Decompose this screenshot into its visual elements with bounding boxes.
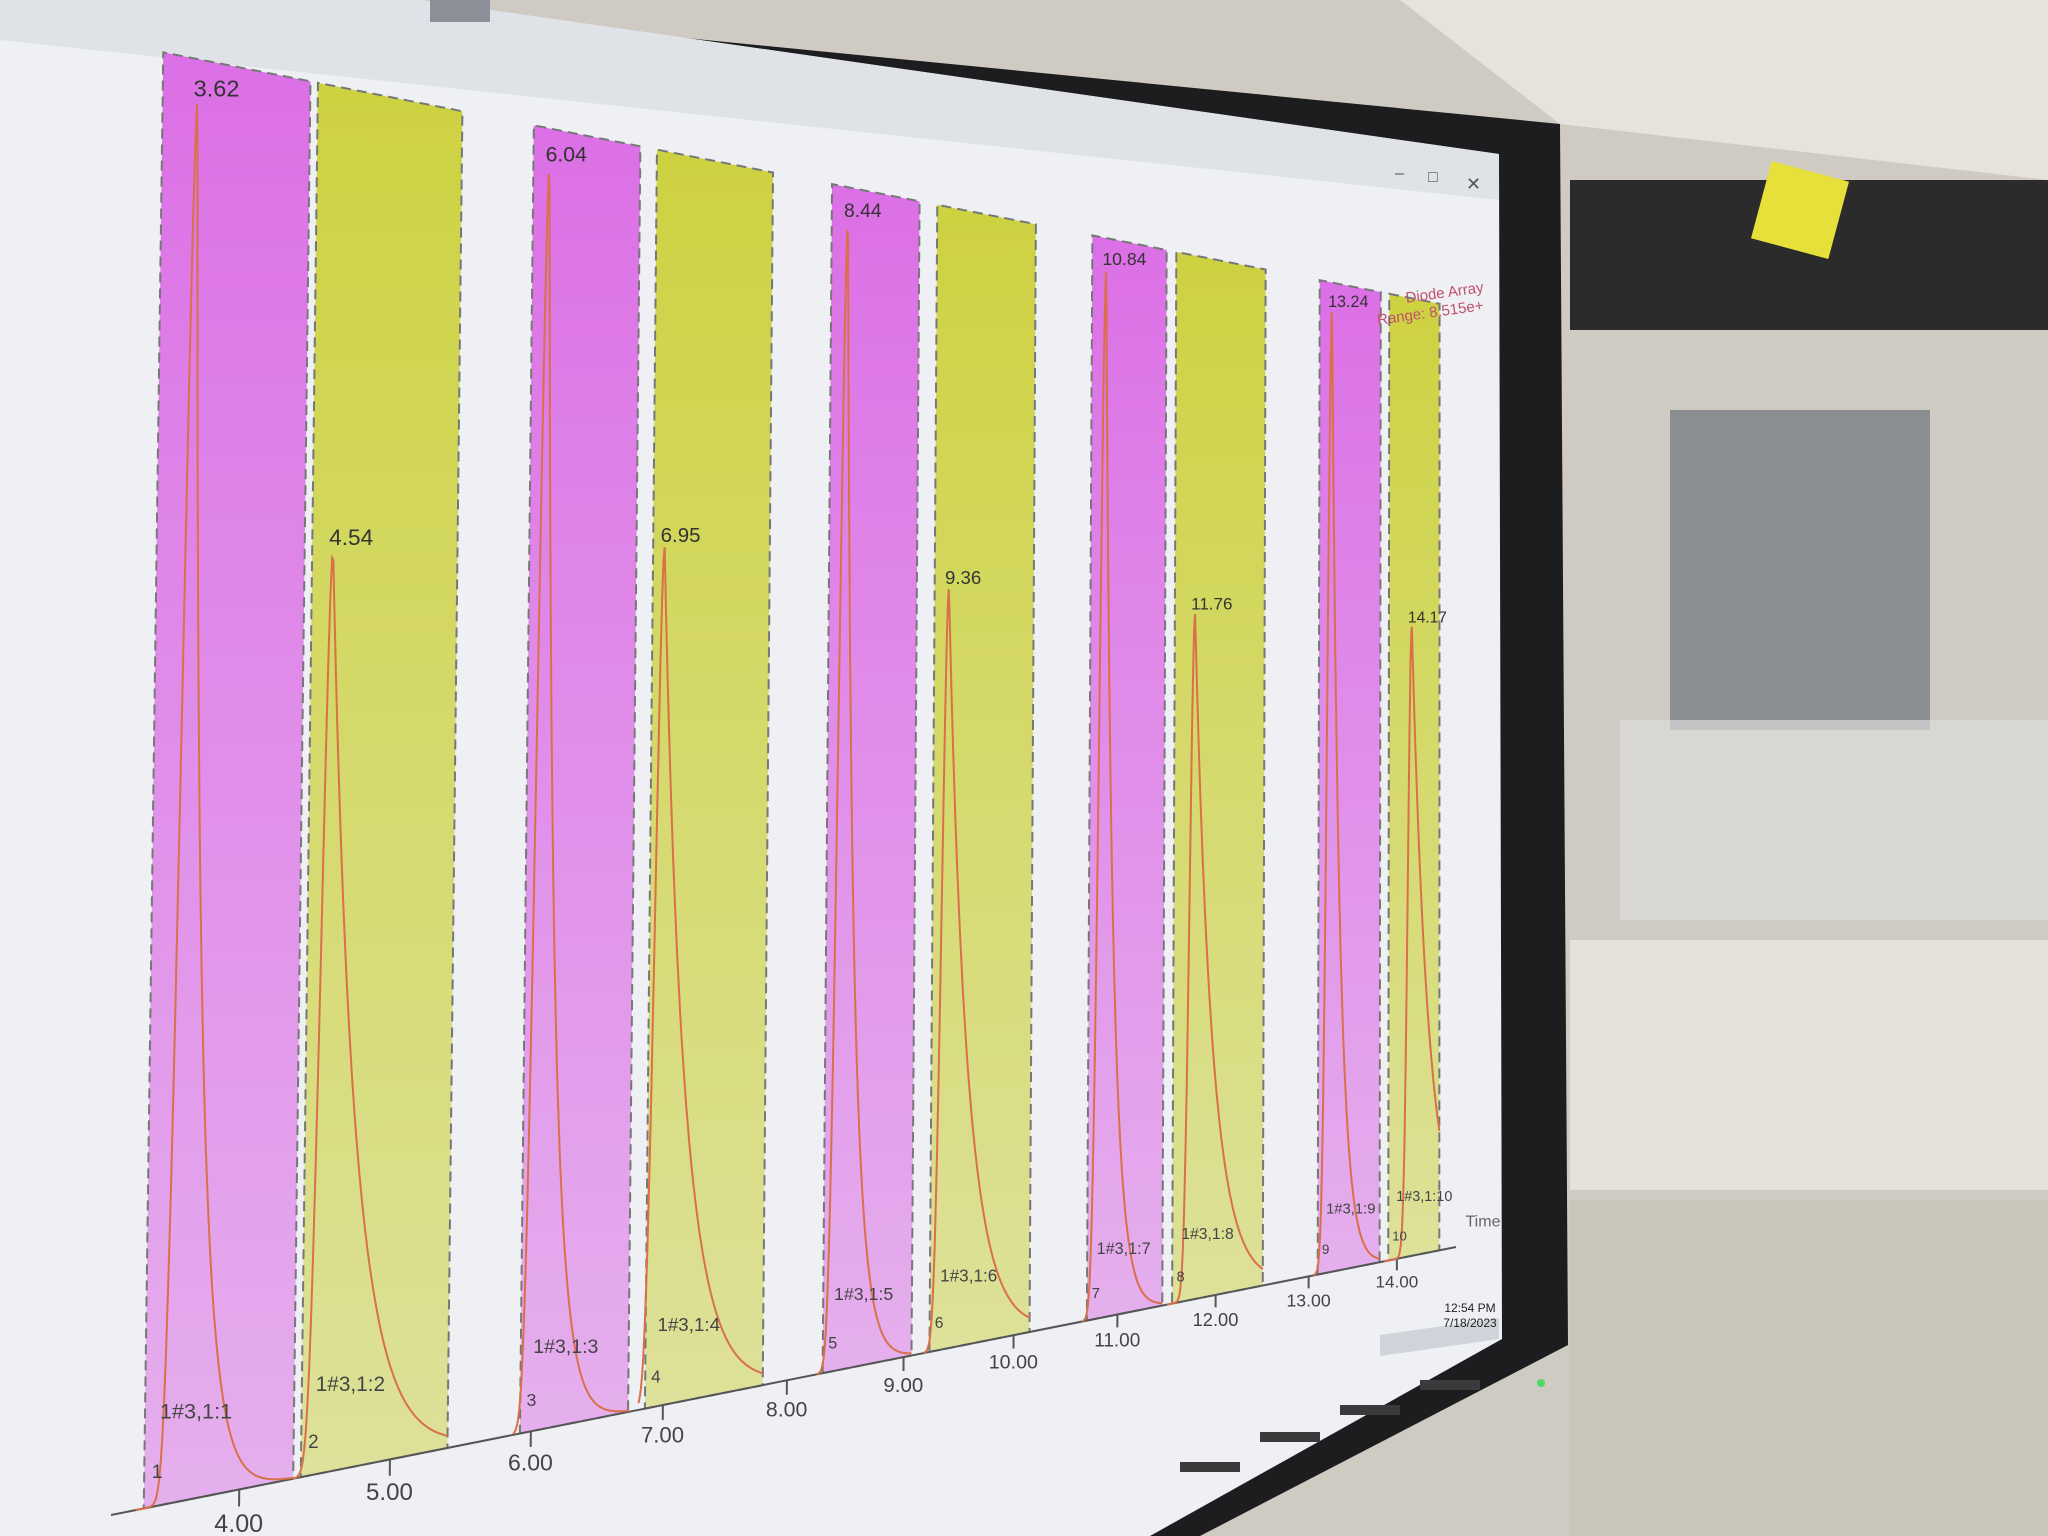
monitor-button[interactable] bbox=[1180, 1462, 1240, 1472]
peak-trace bbox=[1383, 626, 1441, 1263]
peak-label: 11.76 bbox=[1191, 595, 1232, 614]
fraction-name: 1#3,1:8 bbox=[1181, 1226, 1234, 1243]
peak-label: 13.24 bbox=[1328, 293, 1368, 311]
fraction-band bbox=[1387, 292, 1441, 1262]
peak-label: 8.44 bbox=[844, 201, 882, 222]
taskbar bbox=[1380, 1318, 1499, 1356]
fraction-number: 5 bbox=[828, 1334, 837, 1352]
fraction-band bbox=[643, 148, 775, 1410]
minimize-button[interactable]: – bbox=[1395, 165, 1404, 182]
fraction-number: 4 bbox=[651, 1367, 661, 1386]
x-tick-label: 13.00 bbox=[1286, 1290, 1330, 1310]
fraction-number: 2 bbox=[308, 1432, 319, 1453]
peak-label: 3.62 bbox=[194, 75, 240, 101]
fraction-name: 1#3,1:4 bbox=[657, 1314, 720, 1335]
maximize-button[interactable]: □ bbox=[1428, 169, 1438, 186]
peak-trace bbox=[1081, 271, 1163, 1323]
fraction-number: 1 bbox=[152, 1461, 163, 1483]
peak-trace bbox=[292, 553, 448, 1480]
x-tick-label: 8.00 bbox=[766, 1397, 807, 1421]
taskbar-time: 12:54 PM bbox=[1444, 1301, 1495, 1315]
peak-trace bbox=[816, 229, 912, 1376]
x-tick-label: 11.00 bbox=[1094, 1331, 1140, 1352]
peak-label: 9.36 bbox=[945, 567, 981, 588]
window-toolbar bbox=[0, 0, 1499, 200]
peak-label: 14.17 bbox=[1408, 610, 1447, 627]
x-tick-label: 6.00 bbox=[508, 1449, 553, 1475]
x-tick-label: 12.00 bbox=[1193, 1309, 1239, 1330]
instrument-base bbox=[1570, 1200, 2048, 1536]
close-button[interactable]: ✕ bbox=[1466, 174, 1481, 194]
fraction-number: 8 bbox=[1177, 1270, 1185, 1286]
fraction-name: 1#3,1:5 bbox=[834, 1284, 893, 1304]
power-led bbox=[1537, 1379, 1545, 1387]
fraction-number: 10 bbox=[1392, 1228, 1407, 1243]
peak-trace bbox=[1312, 312, 1380, 1277]
x-tick-label: 14.00 bbox=[1376, 1273, 1419, 1292]
peak-label: 6.95 bbox=[661, 524, 701, 547]
peak-trace bbox=[923, 588, 1031, 1354]
x-tick-label: 7.00 bbox=[641, 1423, 684, 1448]
peak-trace bbox=[512, 173, 629, 1435]
x-axis bbox=[110, 1246, 1457, 1516]
fraction-number: 3 bbox=[526, 1390, 536, 1410]
x-tick-label: 9.00 bbox=[883, 1374, 923, 1397]
tube-rack bbox=[1620, 720, 2048, 920]
fraction-name: 1#3,1:6 bbox=[940, 1266, 997, 1285]
shelf bbox=[1400, 0, 2048, 180]
fraction-number: 9 bbox=[1322, 1242, 1330, 1257]
toolbar-icon bbox=[430, 0, 490, 22]
x-tick-label: 5.00 bbox=[366, 1479, 413, 1506]
peak-label: 4.54 bbox=[329, 525, 373, 550]
fraction-name: 1#3,1:10 bbox=[1396, 1189, 1452, 1205]
peak-trace bbox=[1167, 614, 1264, 1306]
peak-trace bbox=[637, 547, 764, 1404]
fraction-name: 1#3,1:2 bbox=[316, 1373, 385, 1396]
warning-label bbox=[1751, 161, 1849, 259]
fraction-name: 1#3,1:3 bbox=[533, 1336, 598, 1358]
instrument-body bbox=[1570, 940, 2048, 1190]
peak-trace bbox=[135, 104, 294, 1512]
fraction-number: 6 bbox=[935, 1315, 944, 1332]
x-tick-label: 4.00 bbox=[214, 1510, 263, 1536]
taskbar-date: 7/18/2023 bbox=[1443, 1316, 1497, 1330]
fraction-number: 7 bbox=[1092, 1286, 1100, 1302]
monitor-button[interactable] bbox=[1260, 1432, 1320, 1442]
monitor-button[interactable] bbox=[1340, 1405, 1400, 1415]
fraction-name: 1#3,1:9 bbox=[1326, 1201, 1375, 1217]
fraction-band bbox=[928, 203, 1037, 1354]
fraction-band bbox=[1171, 250, 1267, 1305]
x-tick-label: 10.00 bbox=[989, 1352, 1038, 1374]
x-axis-label: Time bbox=[1466, 1213, 1501, 1230]
monitor-buttons bbox=[1180, 1379, 1545, 1472]
monitor-button[interactable] bbox=[1420, 1380, 1480, 1390]
fraction-name: 1#3,1:1 bbox=[160, 1398, 232, 1423]
fraction-band bbox=[518, 124, 642, 1435]
instrument-window bbox=[1670, 410, 1930, 730]
peak-label: 10.84 bbox=[1102, 249, 1146, 269]
fraction-band bbox=[821, 182, 921, 1375]
peak-label: 6.04 bbox=[546, 143, 588, 167]
fraction-name: 1#3,1:7 bbox=[1097, 1240, 1151, 1258]
